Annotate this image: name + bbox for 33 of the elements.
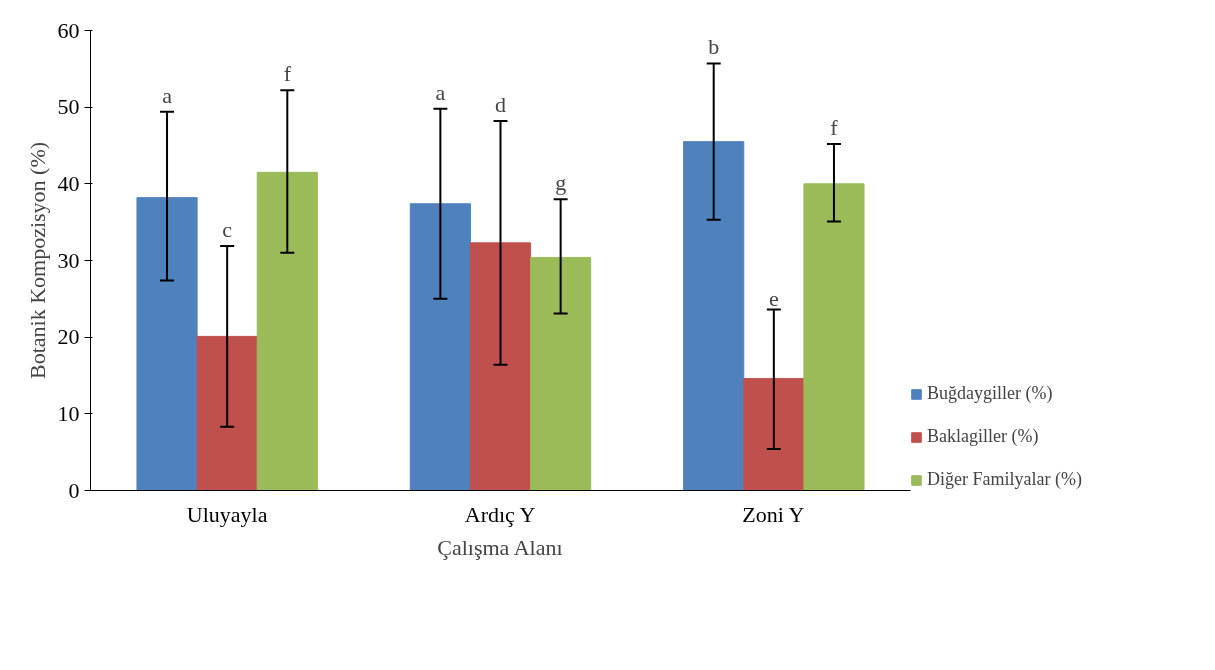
bar xyxy=(256,171,318,491)
x-axis-title: Çalışma Alanı xyxy=(437,534,563,560)
annotation: a xyxy=(435,79,446,105)
annotation: b xyxy=(708,34,720,60)
legend-label: Buğdaygiller (%) xyxy=(927,383,1053,404)
bar xyxy=(136,197,198,491)
annotation: f xyxy=(283,61,292,87)
legend-label: Baklagiller (%) xyxy=(927,426,1039,447)
x-tick-label: Zoni Y xyxy=(742,501,805,527)
x-tick-label: Ardıç Y xyxy=(464,501,536,527)
annotation: f xyxy=(830,114,839,140)
bar xyxy=(469,242,532,491)
y-tick-label: 10 xyxy=(57,400,80,426)
bar xyxy=(803,183,865,491)
annotation: e xyxy=(768,285,779,311)
y-tick-label: 0 xyxy=(68,477,80,503)
y-axis-title: Botanik Kompozisyon (%) xyxy=(24,141,50,380)
annotation: a xyxy=(162,82,173,108)
x-tick-label: Uluyayla xyxy=(186,501,268,527)
bar xyxy=(196,335,258,491)
bar xyxy=(743,378,805,491)
annotation: g xyxy=(555,170,567,196)
annotation: d xyxy=(495,91,506,117)
bar xyxy=(683,141,745,491)
y-tick-label: 50 xyxy=(57,94,80,120)
bar xyxy=(530,256,592,491)
legend-label: Diğer Familyalar (%) xyxy=(927,469,1082,490)
y-tick-label: 40 xyxy=(57,170,80,196)
y-tick-label: 20 xyxy=(57,324,80,350)
bar xyxy=(409,203,471,491)
y-tick-label: 30 xyxy=(57,247,80,273)
y-tick-label: 60 xyxy=(57,17,80,43)
annotation: c xyxy=(222,216,233,242)
